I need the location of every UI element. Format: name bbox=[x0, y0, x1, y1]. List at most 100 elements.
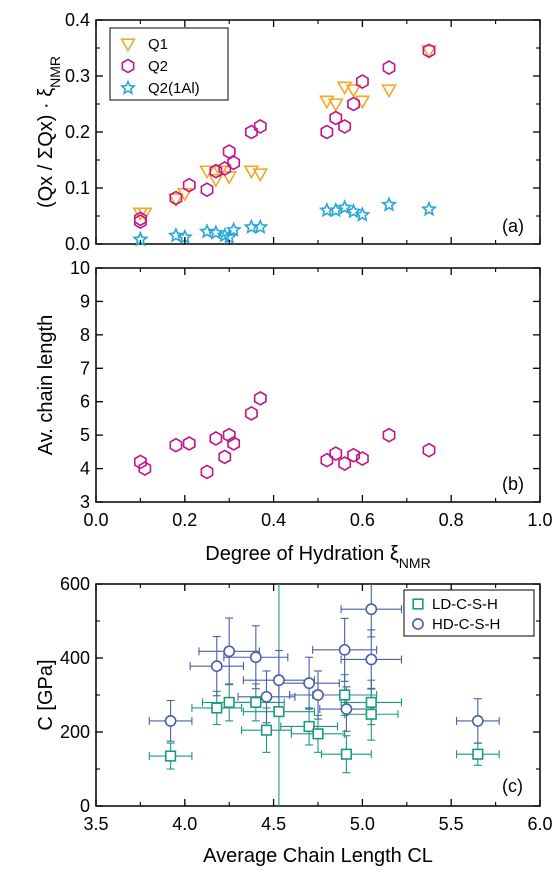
panel-a-point-q2 bbox=[253, 118, 267, 134]
panel-a-point-q2 bbox=[209, 163, 223, 179]
panel-a-point-q2-1al- bbox=[345, 202, 362, 219]
panel-c-point-hd-c-s-h bbox=[340, 703, 353, 715]
panel-b-point bbox=[200, 464, 214, 480]
panel-c-point-ld-c-s-h bbox=[365, 708, 377, 720]
legend-a-marker-1 bbox=[121, 58, 135, 74]
panel-c-legend: LD-C-S-H HD-C-S-H bbox=[403, 589, 535, 637]
panel-a-point-q2 bbox=[133, 214, 147, 230]
panel-c-point-ld-c-s-h bbox=[339, 689, 351, 701]
panel-c-point-hd-c-s-h bbox=[249, 651, 262, 664]
panel-b-xtick-label: 0.2 bbox=[172, 510, 197, 530]
legend-c-label-0: LD-C-S-H bbox=[432, 596, 498, 613]
panel-b-xtick-label: 0.6 bbox=[350, 510, 375, 530]
legend-a-marker-0 bbox=[120, 38, 136, 53]
panel-c-xtick-label: 5.5 bbox=[439, 814, 464, 834]
panel-a-point-q1 bbox=[421, 45, 437, 59]
panel-a-point-q2 bbox=[227, 155, 241, 171]
panel-c-point-hd-c-s-h bbox=[273, 674, 285, 687]
panel-c-point-hd-c-s-h bbox=[365, 603, 378, 616]
panel-c-ytick-label: 0 bbox=[80, 796, 90, 816]
panel-a-point-q2-1al- bbox=[207, 224, 225, 240]
panel-b-ylabel: Av. chain length bbox=[35, 315, 57, 455]
panel-c-ytick-label: 600 bbox=[60, 574, 90, 594]
legend-a-label-2: Q2(1Al) bbox=[148, 80, 200, 97]
panel-c-xlabel: Average Chain Length CL bbox=[203, 845, 433, 867]
panel-b-point bbox=[133, 454, 147, 470]
panel-a-legend: Q1 Q2 Q2(1Al) bbox=[109, 27, 229, 101]
panel-a-ylabel-sub: NMR bbox=[47, 56, 63, 88]
panel-b-point bbox=[355, 451, 369, 466]
panel-b-ytick-label: 3 bbox=[80, 492, 90, 512]
panel-c-ytick-label: 200 bbox=[60, 722, 90, 742]
panel-b-ytick-label: 4 bbox=[80, 459, 90, 479]
panel-c-xtick-label: 5.0 bbox=[350, 814, 375, 834]
panel-a-point-q1 bbox=[221, 171, 238, 185]
panel-c-xtick-label: 3.5 bbox=[83, 814, 108, 834]
panel-c-point-hd-c-s-h bbox=[338, 643, 351, 656]
legend-c-marker-1 bbox=[412, 618, 424, 630]
panel-b-ytick-label: 10 bbox=[70, 258, 90, 278]
panel-b-point bbox=[320, 452, 334, 468]
panel-b-point bbox=[182, 436, 196, 451]
panel-b-point bbox=[382, 427, 396, 443]
panel-a-point-q1 bbox=[327, 98, 344, 113]
panel-a-point-q2 bbox=[347, 96, 360, 112]
panel-b: 3 4 5 6 7 8 9 10 0.0 0.2 0.4 0.6 0.8 1.0 Av. chain le… bbox=[35, 258, 553, 571]
panel-c-point-hd-c-s-h bbox=[312, 689, 324, 701]
panel-a-point-q2 bbox=[218, 160, 232, 176]
panel-a-point-q2-1al- bbox=[225, 221, 242, 237]
panel-a-point-q2 bbox=[382, 60, 396, 76]
panel-c-ytick-label: 400 bbox=[60, 648, 90, 668]
panel-b-xtick-label: 1.0 bbox=[527, 510, 552, 530]
legend-a-label-1: Q2 bbox=[148, 58, 168, 75]
panel-b-xlabel-sub: NMR bbox=[399, 555, 431, 571]
panel-a-point-q1 bbox=[136, 207, 153, 222]
panel-c-point-ld-c-s-h bbox=[223, 696, 235, 708]
panel-b-point bbox=[222, 427, 236, 443]
panel-a-point-q1 bbox=[354, 95, 371, 110]
panel-b-xtick-label: 0.4 bbox=[261, 510, 286, 530]
panel-a-point-q2-1al- bbox=[336, 199, 353, 215]
panel-b-point bbox=[253, 390, 267, 406]
panel-a-point-q2 bbox=[338, 118, 352, 134]
panel-c-point-ld-c-s-h bbox=[211, 702, 223, 714]
panel-b-point bbox=[244, 405, 258, 421]
panel-b-xlabel: Degree of Hydration ξNMR bbox=[205, 543, 430, 571]
panel-c-xtick-label: 6.0 bbox=[527, 814, 552, 834]
panel-a-point-q2 bbox=[320, 124, 334, 140]
panel-a-point-q2 bbox=[133, 211, 147, 227]
panel-a-point-q1 bbox=[381, 84, 397, 99]
panel-c-xtick-label: 4.5 bbox=[261, 814, 286, 834]
panel-c-legend-box bbox=[403, 589, 535, 637]
panel-c-point-ld-c-s-h bbox=[312, 728, 324, 740]
panel-a-point-q1 bbox=[168, 193, 184, 208]
panel-a-point-q2 bbox=[329, 110, 343, 126]
panel-c-point-ld-c-s-h bbox=[303, 720, 315, 733]
legend-a-marker-2 bbox=[119, 79, 137, 95]
panel-c-point-hd-c-s-h bbox=[223, 645, 236, 658]
panel-a-point-q2-1al- bbox=[167, 227, 185, 243]
panel-a-ylabel: (Qx / ΣQx) · ξNMR bbox=[35, 56, 63, 208]
panel-a-point-q2-1al- bbox=[380, 196, 398, 212]
panel-a-point-q2-1al- bbox=[252, 218, 269, 235]
panel-b-marks bbox=[133, 390, 436, 480]
panel-b-point bbox=[169, 437, 183, 453]
panel-c-ticks: 0 200 400 600 3.5 4.0 4.5 5.0 5.5 6.0 bbox=[60, 574, 553, 834]
panel-c-point-ld-c-s-h bbox=[340, 748, 353, 760]
panel-a-point-q2 bbox=[422, 43, 436, 59]
panel-a-point-q2-1al- bbox=[354, 206, 371, 222]
panel-a-point-q2 bbox=[182, 177, 196, 193]
panel-b-ytick-label: 5 bbox=[80, 425, 90, 445]
legend-c-marker-0 bbox=[412, 598, 424, 610]
panel-a-ytick-label: 0.2 bbox=[65, 122, 90, 142]
panel-a-point-q1 bbox=[345, 84, 362, 99]
panel-c-point-hd-c-s-h bbox=[365, 653, 378, 666]
panel-a-tag: (a) bbox=[502, 216, 524, 236]
panel-c-xtick-label: 4.0 bbox=[172, 814, 197, 834]
panel-b-point bbox=[138, 461, 152, 476]
panel-a-point-q2-1al- bbox=[420, 200, 438, 217]
panel-b-xlabel-main: Degree of Hydration ξ bbox=[205, 543, 399, 565]
panel-a-ytick-label: 0.0 bbox=[65, 234, 90, 254]
panel-c: 0 200 400 600 3.5 4.0 4.5 5.0 5.5 6.0 C [GPa] Ave… bbox=[35, 574, 553, 867]
panel-a-ylabel-main: (Qx / ΣQx) · ξ bbox=[35, 88, 57, 208]
